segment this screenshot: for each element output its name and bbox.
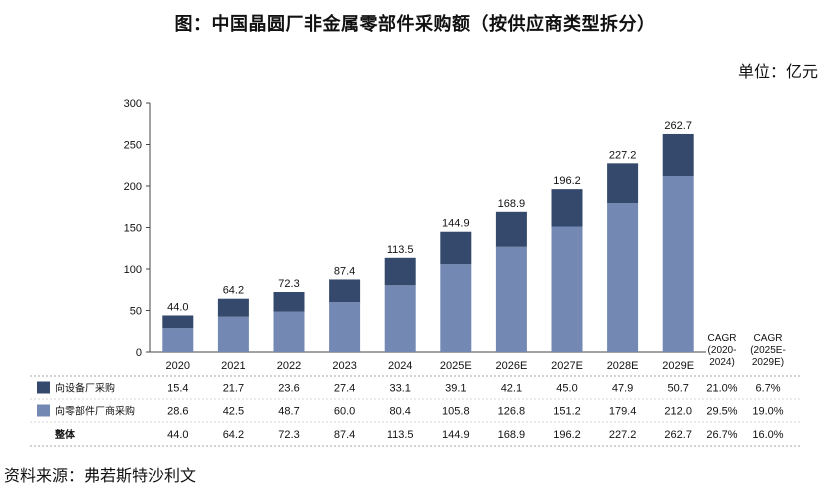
table-cell: 262.7 — [664, 429, 692, 441]
total-data-label: 87.4 — [334, 265, 355, 277]
bar-segment-equipment-makers — [551, 189, 583, 227]
x-tick-label: 2025E — [440, 360, 472, 372]
table-cell: 27.4 — [334, 383, 355, 395]
cagr-header: 2029E) — [752, 357, 784, 368]
bar-segment-equipment-makers — [662, 133, 694, 177]
bar-segment-equipment-makers — [440, 231, 472, 265]
table-cell: 47.9 — [612, 383, 633, 395]
total-data-label: 144.9 — [442, 218, 470, 230]
y-tick-label: 100 — [124, 264, 142, 276]
table-cell: 45.0 — [556, 383, 577, 395]
table-cagr-cell: 29.5% — [706, 406, 737, 418]
table-cell: 33.1 — [389, 383, 410, 395]
chart-title: 图：中国晶圆厂非金属零部件采购额（按供应商类型拆分） — [174, 14, 656, 35]
bar-segment-equipment-makers — [217, 298, 249, 317]
table-cell: 168.9 — [498, 429, 526, 441]
total-data-label: 262.7 — [664, 120, 692, 132]
x-tick-label: 2020 — [166, 360, 190, 372]
cagr-header: (2020- — [708, 345, 737, 356]
bar-segment-equipment-makers — [273, 291, 305, 312]
cagr-header: 2024) — [709, 357, 735, 368]
table-cell: 105.8 — [442, 406, 470, 418]
legend-swatch — [37, 381, 50, 394]
table-cell: 196.2 — [553, 429, 581, 441]
table-cell: 179.4 — [609, 406, 637, 418]
y-tick-label: 250 — [124, 140, 142, 152]
table-cell: 212.0 — [664, 406, 692, 418]
source-note: 资料来源：弗若斯特沙利文 — [4, 466, 197, 485]
table-cell: 126.8 — [498, 406, 526, 418]
table-cell: 15.4 — [167, 383, 188, 395]
table-cagr-cell: 16.0% — [752, 429, 783, 441]
total-data-label: 168.9 — [498, 198, 526, 210]
table-cell: 21.7 — [223, 383, 244, 395]
table-cell: 44.0 — [167, 429, 188, 441]
bar-segment-component-makers — [495, 246, 527, 352]
bar-segment-component-makers — [329, 302, 361, 352]
bar-segment-component-makers — [662, 176, 694, 352]
table-cell: 42.5 — [223, 406, 244, 418]
y-tick-label: 150 — [124, 223, 142, 235]
table-cell: 64.2 — [223, 429, 244, 441]
table-cell: 113.5 — [387, 429, 414, 441]
cagr-header: CAGR — [708, 333, 737, 344]
table-cagr-cell: 19.0% — [752, 406, 783, 418]
bar-segment-component-makers — [440, 264, 472, 352]
bar-segment-component-makers — [607, 203, 639, 352]
x-tick-label: 2029E — [662, 360, 694, 372]
legend-label: 向设备厂采购 — [55, 382, 115, 395]
bar-segment-equipment-makers — [607, 163, 639, 204]
table-cagr-cell: 21.0% — [706, 383, 737, 395]
legend-label: 向零部件厂商采购 — [55, 405, 135, 418]
bar-segment-component-makers — [217, 316, 249, 352]
table-cell: 42.1 — [501, 383, 522, 395]
bar-segment-equipment-makers — [329, 279, 361, 303]
total-data-label: 64.2 — [223, 285, 244, 297]
table-cagr-cell: 26.7% — [706, 429, 737, 441]
table-cell: 72.3 — [278, 429, 299, 441]
bar-segment-component-makers — [384, 285, 416, 352]
table-cell: 60.0 — [334, 406, 355, 418]
unit-label: 单位：亿元 — [737, 62, 818, 81]
y-tick-label: 0 — [136, 347, 142, 359]
total-data-label: 44.0 — [167, 301, 188, 313]
y-tick-label: 50 — [130, 306, 142, 318]
table-cell: 48.7 — [278, 406, 299, 418]
table-cell: 87.4 — [334, 429, 355, 441]
table-cell: 227.2 — [609, 429, 637, 441]
table-cell: 23.6 — [278, 383, 299, 395]
bar-segment-component-makers — [551, 226, 583, 352]
x-tick-label: 2026E — [495, 360, 527, 372]
x-tick-label: 2027E — [551, 360, 583, 372]
table-cell: 28.6 — [167, 406, 188, 418]
table-row-label: 整体 — [54, 428, 76, 441]
x-tick-label: 2021 — [221, 360, 245, 372]
cagr-header: CAGR — [754, 333, 783, 344]
bar-segment-component-makers — [273, 311, 305, 352]
y-tick-label: 200 — [124, 181, 142, 193]
x-tick-label: 2024 — [388, 360, 412, 372]
x-tick-label: 2028E — [607, 360, 639, 372]
total-data-label: 72.3 — [278, 278, 299, 290]
table-cell: 80.4 — [389, 406, 410, 418]
total-data-label: 113.5 — [387, 244, 414, 256]
table-cell: 144.9 — [442, 429, 470, 441]
cagr-header: (2025E- — [750, 345, 786, 356]
y-tick-label: 300 — [124, 98, 142, 110]
x-tick-label: 2022 — [277, 360, 301, 372]
table-cell: 39.1 — [445, 383, 466, 395]
bar-segment-equipment-makers — [495, 211, 527, 247]
x-tick-label: 2023 — [332, 360, 356, 372]
table-cagr-cell: 6.7% — [755, 383, 780, 395]
total-data-label: 227.2 — [609, 149, 637, 161]
legend-swatch — [37, 404, 50, 417]
bar-segment-equipment-makers — [384, 257, 416, 286]
table-cell: 50.7 — [667, 383, 688, 395]
table-cell: 151.2 — [553, 406, 581, 418]
bar-segment-component-makers — [162, 328, 194, 352]
bar-segment-equipment-makers — [162, 315, 194, 329]
total-data-label: 196.2 — [553, 175, 581, 187]
